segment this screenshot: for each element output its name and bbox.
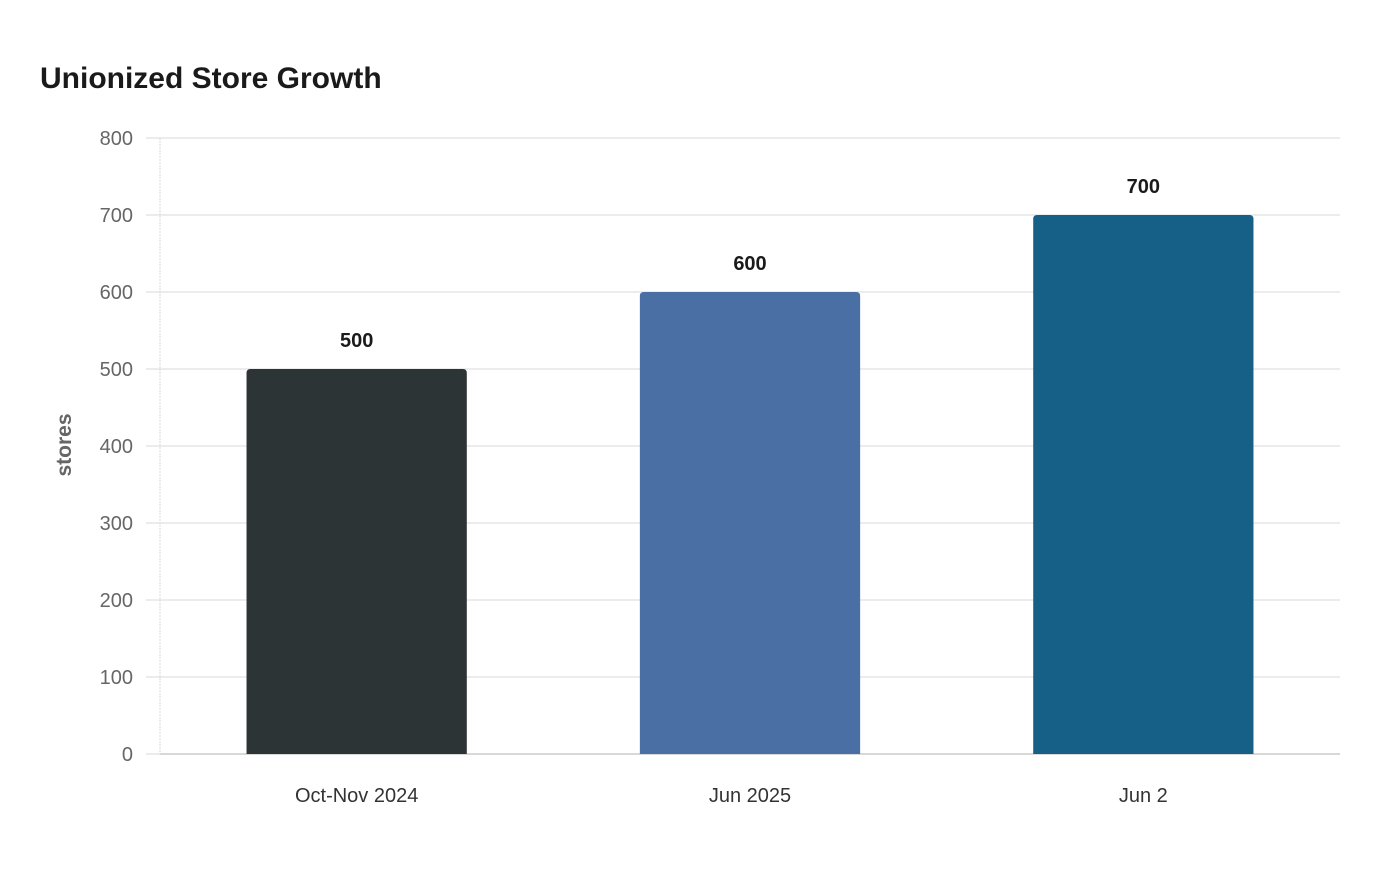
- data-label: 500: [340, 330, 373, 352]
- x-tick-label: Oct-Nov 2024: [295, 785, 418, 807]
- y-tick-label: 200: [100, 590, 133, 612]
- y-axis-title: stores: [53, 413, 76, 476]
- labels: 0 100 200 300 400 500 600 700 800 500 Oct-Nov 2024…: [100, 128, 1168, 807]
- data-label: 700: [1127, 176, 1160, 198]
- y-tick-label: 800: [100, 128, 133, 150]
- y-tick-label: 400: [100, 436, 133, 458]
- bar-3: [1033, 215, 1254, 754]
- bars: [246, 215, 1254, 754]
- y-tick-label: 300: [100, 513, 133, 535]
- y-tick-label: 500: [100, 359, 133, 381]
- bar-2: [639, 292, 861, 754]
- y-tick-label: 700: [100, 205, 133, 227]
- y-tick-label: 600: [100, 282, 133, 304]
- x-tick-label: Jun 2: [1119, 785, 1168, 807]
- y-tick-label: 0: [122, 744, 133, 766]
- bar-1: [246, 369, 467, 754]
- data-label: 600: [733, 253, 766, 275]
- x-tick-label: Jun 2025: [709, 785, 791, 807]
- y-tick-label: 100: [100, 667, 133, 689]
- chart-title: Unionized Store Growth: [40, 62, 382, 95]
